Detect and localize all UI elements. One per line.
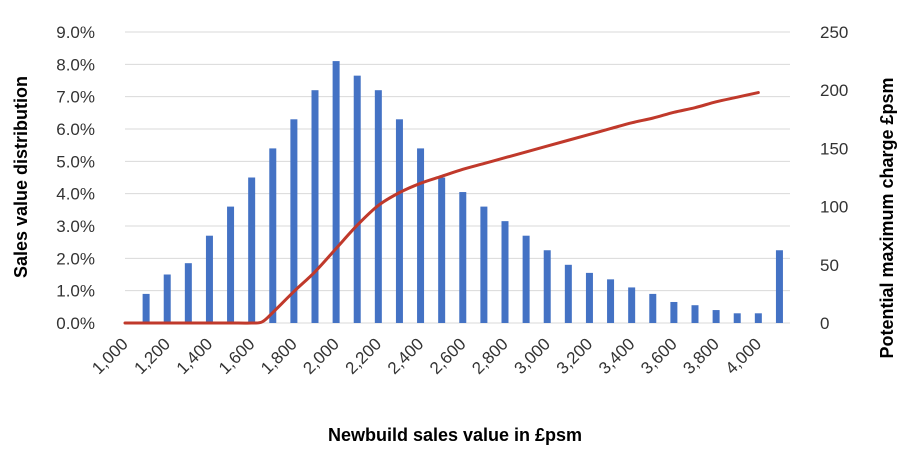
y-left-tick-label: 5.0% [56,152,95,171]
x-tick-label: 1,600 [215,334,259,378]
bar [670,301,678,323]
x-tick-label: 2,400 [384,334,428,378]
bar [290,119,298,323]
bar [607,279,615,323]
x-tick-label: 3,800 [679,334,723,378]
x-tick-label: 1,200 [131,334,175,378]
x-tick-labels: 1,0001,2001,4001,6001,8002,0002,2002,400… [88,334,765,378]
y-left-tick-label: 2.0% [56,249,95,268]
bar-series [142,61,783,324]
bar [754,313,762,323]
bar [459,192,467,323]
y-left-tick-labels: 0.0% 1.0% 2.0% 3.0% 4.0% 5.0% 6.0% 7.0% 8.0% 9.0% [56,23,95,333]
x-tick-label: 1,000 [88,334,132,378]
x-tick-label: 1,400 [173,334,217,378]
bar [163,274,171,323]
bar [395,119,403,323]
y-left-tick-label: 9.0% [56,23,95,42]
bar [205,235,213,323]
x-tick-label: 3,000 [511,334,555,378]
bar [501,221,509,323]
bar [585,272,593,323]
bar [712,310,720,323]
line-path [123,91,760,325]
x-tick-label: 2,800 [468,334,512,378]
y-left-tick-label: 8.0% [56,55,95,74]
y-right-tick-label: 150 [820,139,848,158]
x-tick-label: 3,200 [553,334,597,378]
y-left-tick-label: 1.0% [56,282,95,301]
y-left-axis-title: Sales value distribution [11,76,31,278]
bar [438,177,446,323]
bar [353,75,361,324]
x-tick-label: 3,600 [637,334,681,378]
y-right-tick-labels: 0 50 100 150 200 250 [820,23,848,333]
bar [564,264,572,323]
bar [522,235,530,323]
line-series [123,91,760,325]
bar [227,206,235,323]
y-left-tick-label: 0.0% [56,314,95,333]
y-left-tick-label: 7.0% [56,88,95,107]
x-axis-title: Newbuild sales value in £psm [328,425,582,445]
x-tick-label: 3,400 [595,334,639,378]
bar [417,148,425,323]
x-tick-label: 4,000 [722,334,766,378]
bar [733,313,741,323]
y-right-axis-title: Potential maximum charge £psm [877,77,897,358]
bar [184,263,192,323]
y-left-tick-label: 3.0% [56,217,95,236]
y-right-tick-label: 250 [820,23,848,42]
y-right-tick-label: 0 [820,314,829,333]
y-right-tick-label: 50 [820,256,839,275]
x-tick-label: 2,200 [342,334,386,378]
bar [775,250,783,323]
bar [691,305,699,323]
bar [628,287,636,323]
bar [543,250,551,323]
y-right-tick-label: 200 [820,81,848,100]
bar [649,293,657,323]
bar [311,90,319,323]
gridlines [125,31,790,324]
x-tick-label: 2,600 [426,334,470,378]
bar [480,206,488,323]
bar [142,293,150,323]
bar [269,148,277,323]
y-left-tick-label: 6.0% [56,120,95,139]
x-tick-label: 2,000 [299,334,343,378]
bar [248,177,256,323]
y-right-tick-label: 100 [820,198,848,217]
y-left-tick-label: 4.0% [56,185,95,204]
x-tick-label: 1,800 [257,334,301,378]
bar [332,61,340,323]
